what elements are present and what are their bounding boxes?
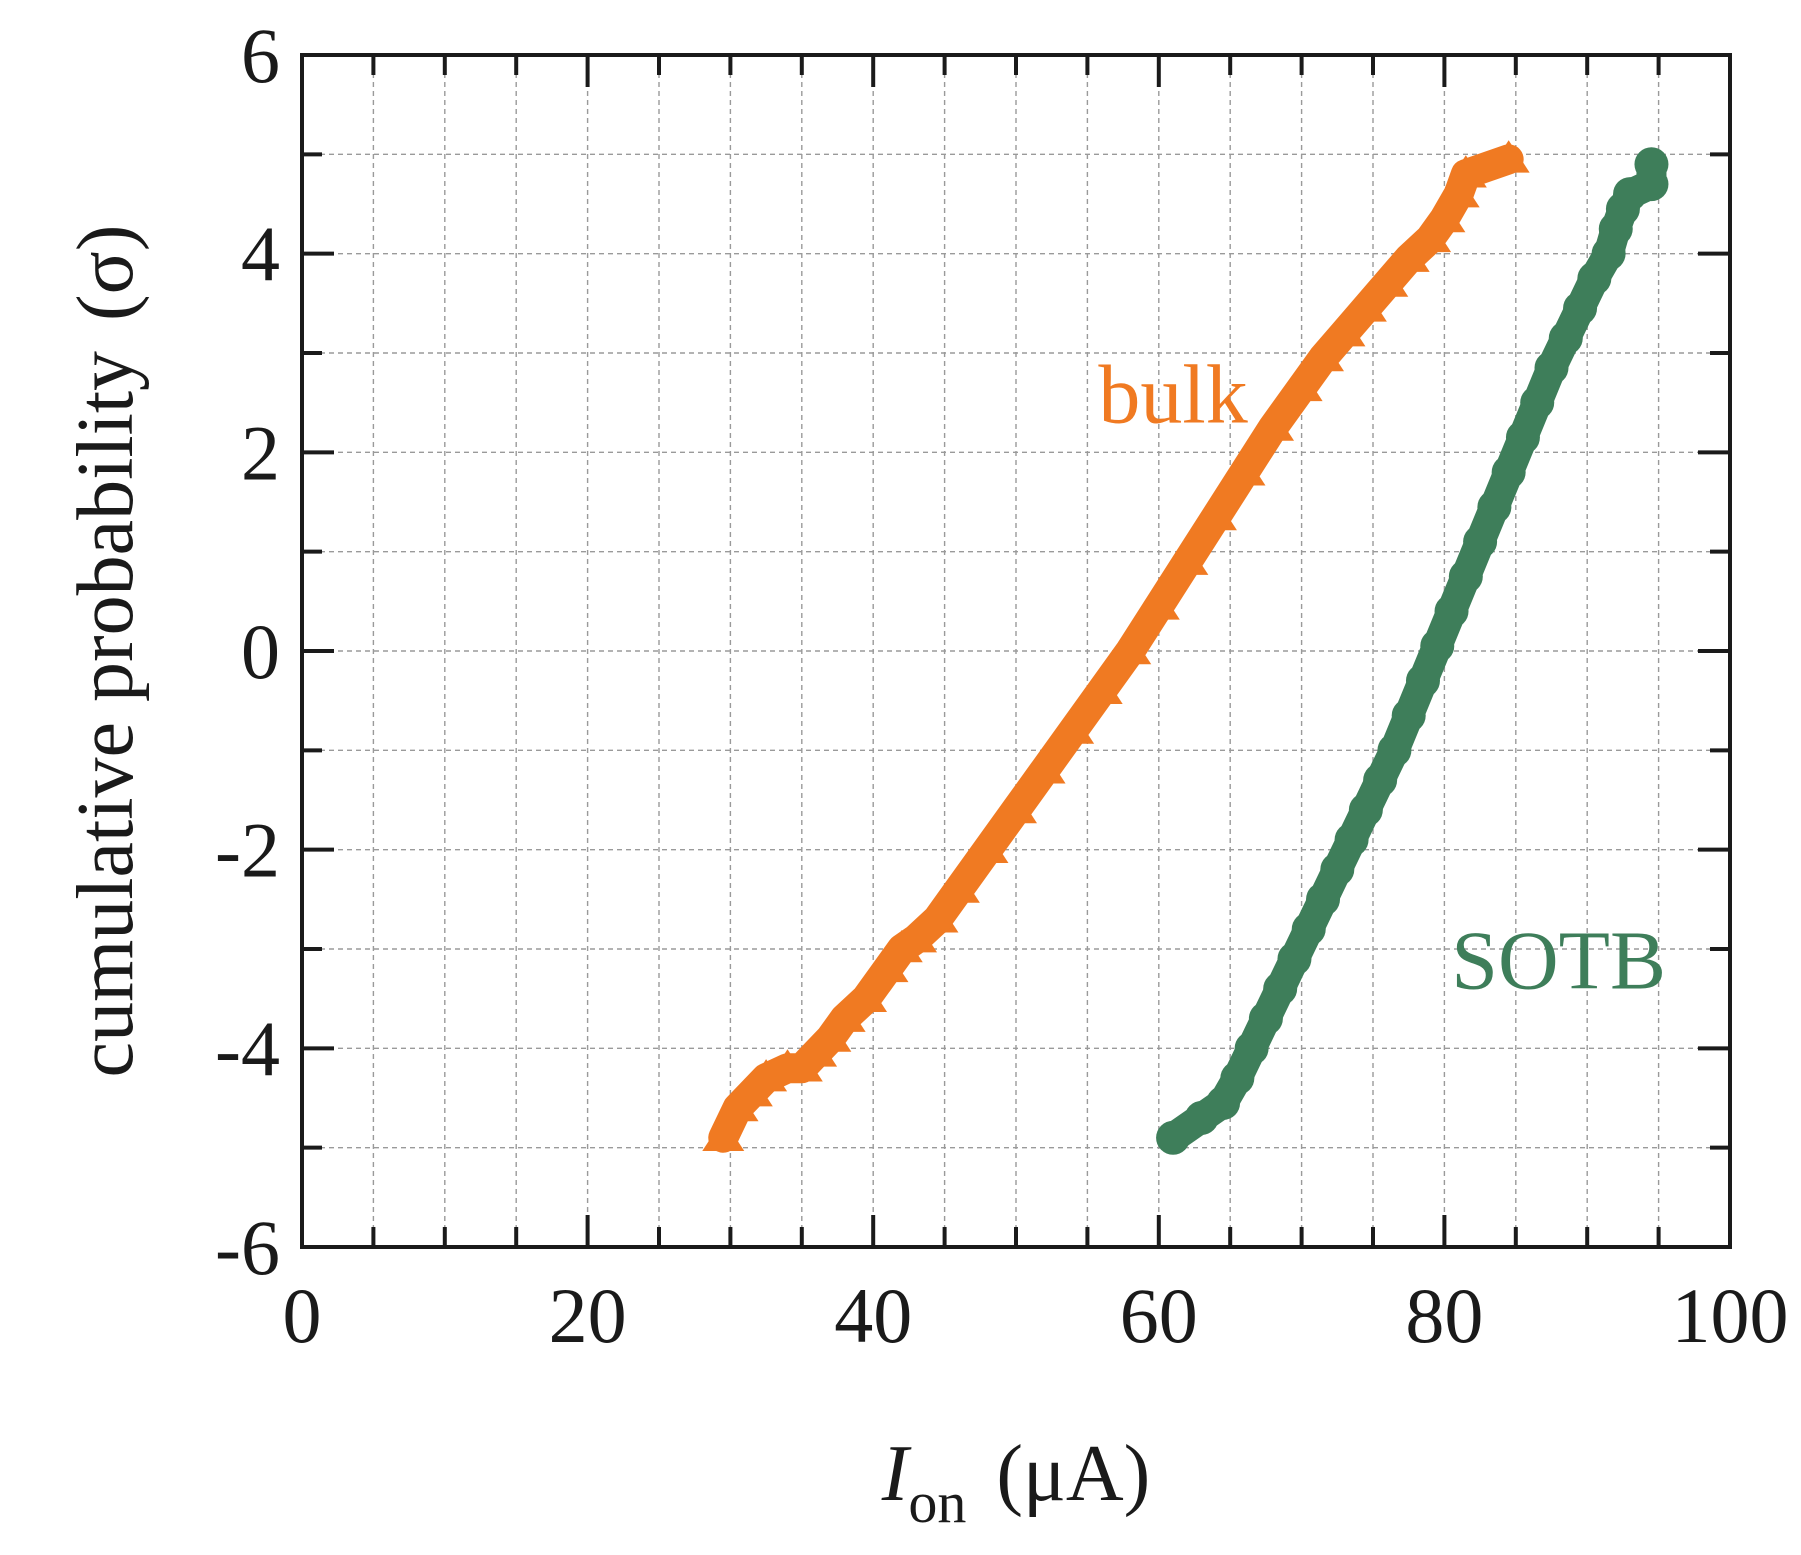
axis-ticks (300, 53, 1732, 1249)
y-tick-label: 4 (241, 211, 280, 298)
y-tick-label: -6 (215, 1204, 280, 1291)
y-tick-label: -2 (215, 807, 280, 894)
y-tick-label: 2 (241, 409, 280, 496)
y-axis-label: cumulative probability (σ) (62, 225, 150, 1078)
series-band-bulk (708, 144, 1524, 1153)
grid-lines (302, 55, 1730, 1247)
y-tick-label: 6 (241, 12, 280, 99)
x-tick-label: 60 (1120, 1272, 1198, 1359)
x-tick-label: 40 (834, 1272, 912, 1359)
y-axis-label-unit: (σ) (62, 225, 150, 321)
y-axis-label-main: cumulative probability (62, 351, 150, 1077)
x-axis-label-subscript: on (908, 1470, 966, 1535)
series-label-sotb: SOTB (1451, 915, 1666, 1008)
x-tick-label: 80 (1405, 1272, 1483, 1359)
x-tick-label: 20 (549, 1272, 627, 1359)
series-label-bulk: bulk (1098, 349, 1247, 442)
series-band-sotb (1158, 149, 1667, 1153)
x-axis-label: Ion (μA) (881, 1430, 1151, 1535)
x-axis-label-unit: (μA) (996, 1430, 1150, 1518)
y-tick-label: -4 (215, 1005, 280, 1092)
x-tick-label: 100 (1672, 1272, 1789, 1359)
y-tick-label: 0 (241, 608, 280, 695)
x-axis-label-main: I (881, 1430, 912, 1518)
series-bulk (702, 140, 1530, 1153)
series-sotb (1156, 147, 1669, 1155)
x-tick-label: 0 (283, 1272, 322, 1359)
